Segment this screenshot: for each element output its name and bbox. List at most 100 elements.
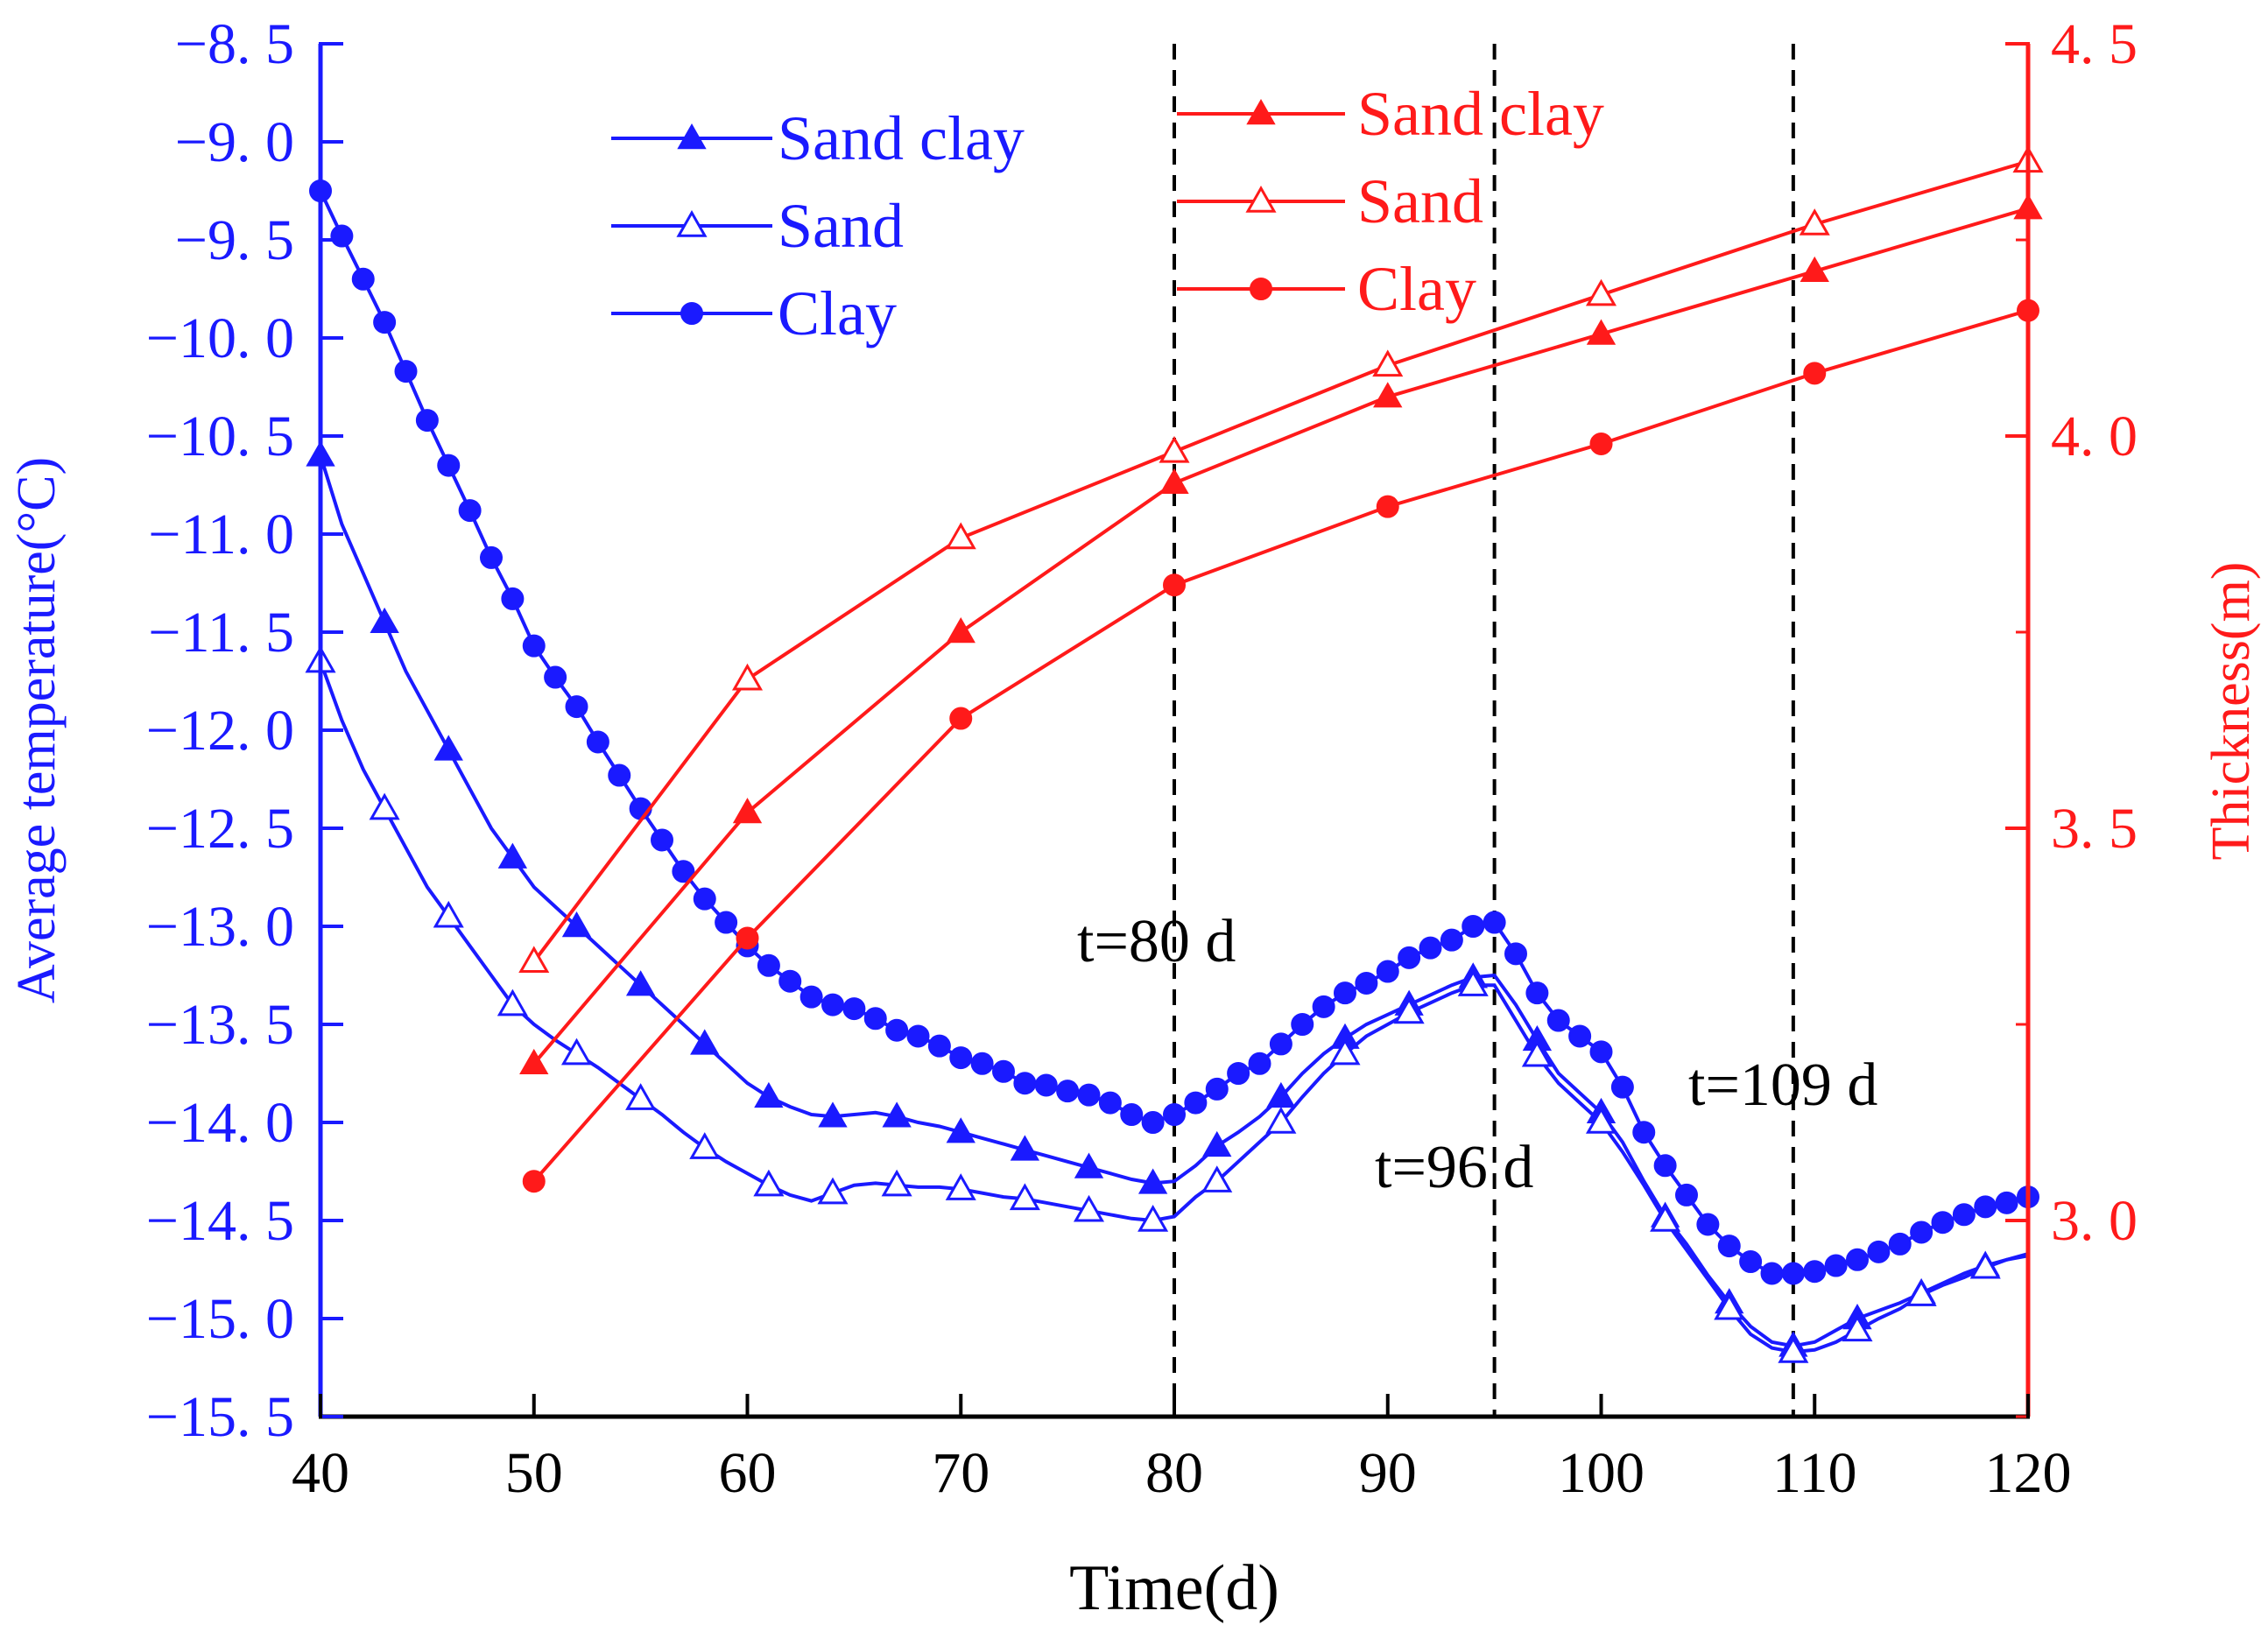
temperature-data-point	[1334, 981, 1356, 1005]
reference-lines-layer	[1173, 44, 1795, 1417]
thickness-data-point	[732, 798, 763, 824]
temperature-data-point	[415, 409, 439, 433]
thickness-data-point	[946, 617, 976, 644]
temperature-data-point	[881, 1169, 912, 1197]
temperature-data-point	[1205, 1077, 1229, 1101]
temperature-data-point	[1138, 1168, 1168, 1194]
temperature-data-point	[1312, 995, 1335, 1018]
temperature-data-point	[501, 587, 525, 610]
temperature-data-point	[690, 1029, 720, 1055]
thickness-series-sand-clay	[519, 193, 2043, 1075]
legend-label: Sand	[1357, 166, 1483, 236]
temperature-data-point	[330, 224, 354, 248]
temperature-data-point	[970, 1052, 994, 1075]
temperature-series-sand	[305, 645, 2029, 1363]
temperature-data-point	[689, 1132, 721, 1159]
thickness-data-point	[519, 1048, 549, 1075]
thickness-line	[532, 159, 2029, 963]
temperature-data-point	[1457, 969, 1489, 996]
temperature-data-point	[497, 842, 528, 869]
legend-marker	[680, 302, 703, 325]
temperature-data-point	[818, 1101, 848, 1128]
temperature-data-point	[842, 997, 866, 1021]
left-y-tick-label: −13. 0	[146, 895, 294, 959]
legend-label: Clay	[778, 278, 897, 348]
legend-label: Clay	[1357, 254, 1476, 324]
temperature-data-point	[1739, 1250, 1763, 1274]
temperature-data-point	[1291, 1013, 1314, 1036]
x-tick-label: 80	[1145, 1441, 1203, 1505]
temperature-data-point	[817, 1177, 849, 1205]
temperature-data-point	[544, 665, 567, 689]
right-y-tick-label: 3. 0	[2051, 1189, 2138, 1253]
temperature-data-point	[1931, 1211, 1955, 1235]
right-y-axis-title: Thickness(m)	[2201, 562, 2261, 861]
thickness-line	[532, 308, 2029, 1183]
temperature-data-point	[1905, 1279, 1937, 1306]
temperature-data-point	[946, 1117, 976, 1143]
temperature-data-point	[1419, 936, 1442, 960]
left-y-tick-label: −14. 0	[146, 1091, 294, 1155]
temperature-data-point	[625, 970, 656, 996]
temperature-data-point	[1074, 1152, 1104, 1178]
thickness-data-point	[518, 946, 550, 974]
temperature-data-point	[1525, 981, 1549, 1005]
temperature-data-point	[1867, 1240, 1891, 1263]
temperature-data-point	[651, 828, 673, 852]
left-y-tick-label: −11. 0	[148, 503, 294, 566]
temperature-data-point	[1073, 1194, 1105, 1222]
temperature-data-point	[1393, 996, 1425, 1024]
thickness-data-point	[945, 522, 976, 550]
temperature-data-point	[1504, 942, 1527, 966]
legend-thickness: Sand clay Sand Clay	[1177, 79, 1604, 324]
thickness-data-point	[1803, 362, 1827, 385]
temperature-data-point	[885, 1018, 909, 1042]
x-tick-label: 60	[719, 1441, 777, 1505]
temperature-data-point	[799, 985, 823, 1009]
left-y-tick-label: −10. 0	[146, 306, 294, 370]
temperature-data-point	[1974, 1195, 1997, 1219]
temperature-data-point	[1653, 1154, 1677, 1178]
temperature-data-point	[522, 634, 546, 658]
temperature-series-clay	[309, 179, 2039, 1285]
temperature-data-point	[458, 499, 482, 523]
left-y-tick-label: −15. 5	[146, 1385, 294, 1449]
thickness-data-point	[736, 926, 759, 950]
temperature-data-point	[1184, 1091, 1208, 1115]
temperature-data-point	[433, 900, 464, 928]
x-tick-label: 100	[1558, 1441, 1645, 1505]
temperature-data-point	[1120, 1103, 1144, 1127]
thickness-data-point	[1585, 278, 1617, 306]
x-axis-title: Time(d)	[1069, 1552, 1279, 1624]
temperature-data-point	[1329, 1038, 1361, 1066]
temperature-data-point	[1010, 1135, 1040, 1161]
temperature-data-point	[1842, 1314, 1873, 1342]
legend-entry: Sand clay	[1177, 79, 1604, 149]
legend-entry: Sand	[611, 191, 904, 261]
left-y-tick-label: −12. 5	[146, 797, 294, 861]
series-layer	[305, 145, 2044, 1363]
temperature-data-point	[1846, 1248, 1869, 1271]
x-tick-label: 70	[932, 1441, 990, 1505]
temperature-data-point	[369, 792, 400, 820]
temperature-data-point	[1034, 1073, 1058, 1097]
temperature-data-point	[1568, 1024, 1592, 1048]
thickness-data-point	[1800, 256, 1829, 283]
x-tick-label: 110	[1772, 1441, 1857, 1505]
left-y-tick-label: −9. 0	[175, 110, 294, 174]
temperature-data-point	[1227, 1062, 1250, 1085]
thickness-data-point	[1589, 432, 1613, 455]
right-y-tick-label: 4. 0	[2051, 404, 2138, 468]
temperature-data-point	[1910, 1220, 1933, 1244]
temperature-data-point	[480, 545, 503, 569]
legend-entry: Sand clay	[611, 103, 1025, 173]
legend-entry: Sand	[1177, 166, 1483, 236]
left-y-tick-label: −13. 5	[146, 993, 294, 1057]
temperature-data-point	[1269, 1032, 1292, 1056]
thickness-data-point	[1799, 208, 1830, 236]
x-tick-label: 40	[292, 1441, 349, 1505]
temperature-data-point	[992, 1059, 1015, 1083]
temperature-data-point	[1969, 1251, 2001, 1279]
temperature-data-point	[882, 1101, 912, 1128]
thickness-line	[532, 207, 2029, 1066]
